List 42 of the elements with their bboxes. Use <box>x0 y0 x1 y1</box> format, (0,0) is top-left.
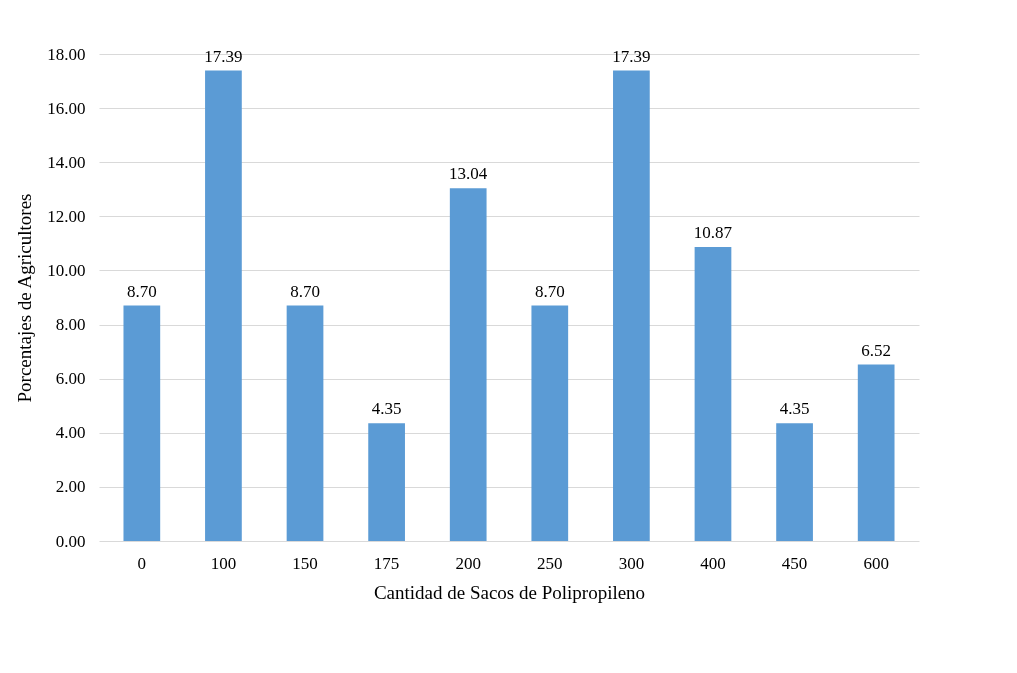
bar <box>613 70 650 541</box>
y-tick-label: 4.00 <box>55 423 86 443</box>
data-label: 8.70 <box>290 281 320 301</box>
y-tick-label: 14.00 <box>47 152 86 172</box>
data-label: 4.35 <box>371 399 402 419</box>
y-axis-title: Porcentajes de Agricultores <box>14 193 36 403</box>
y-tick-label: 2.00 <box>55 477 86 497</box>
x-tick-label: 100 <box>210 553 237 573</box>
x-axis-title: Cantidad de Sacos de Polipropileno <box>373 581 646 603</box>
x-tick-label: 400 <box>700 553 726 573</box>
x-tick-label: 175 <box>373 553 400 573</box>
x-tick-label: 250 <box>537 553 563 573</box>
y-tick-label: 18.00 <box>47 44 86 64</box>
x-tick-label: 600 <box>863 553 889 573</box>
data-label: 8.70 <box>534 281 565 301</box>
data-label: 17.39 <box>612 46 651 66</box>
x-tick-label: 200 <box>455 553 481 573</box>
y-tick-label: 12.00 <box>47 206 86 226</box>
bar <box>776 423 813 541</box>
bar <box>205 70 242 541</box>
x-tick-label: 300 <box>618 553 645 573</box>
data-label: 4.35 <box>779 399 810 419</box>
bar <box>531 305 569 541</box>
data-label: 8.70 <box>126 281 157 301</box>
y-tick-label: 0.00 <box>55 531 86 551</box>
bar <box>857 364 895 541</box>
bar <box>123 305 161 541</box>
y-tick-label: 16.00 <box>47 98 86 118</box>
data-label: 10.87 <box>693 222 733 242</box>
data-label: 6.52 <box>861 340 892 360</box>
y-tick-label: 8.00 <box>55 315 86 335</box>
bar <box>449 188 487 541</box>
x-tick-label: 450 <box>781 553 808 573</box>
y-tick-label: 6.00 <box>55 369 86 389</box>
y-tick-label: 10.00 <box>47 260 86 280</box>
x-tick-label: 0 <box>137 553 147 573</box>
bar <box>286 305 324 541</box>
bar <box>694 246 732 541</box>
data-label: 17.39 <box>204 46 243 66</box>
bar <box>368 423 405 541</box>
x-tick-label: 150 <box>292 553 318 573</box>
data-label: 13.04 <box>449 164 488 184</box>
